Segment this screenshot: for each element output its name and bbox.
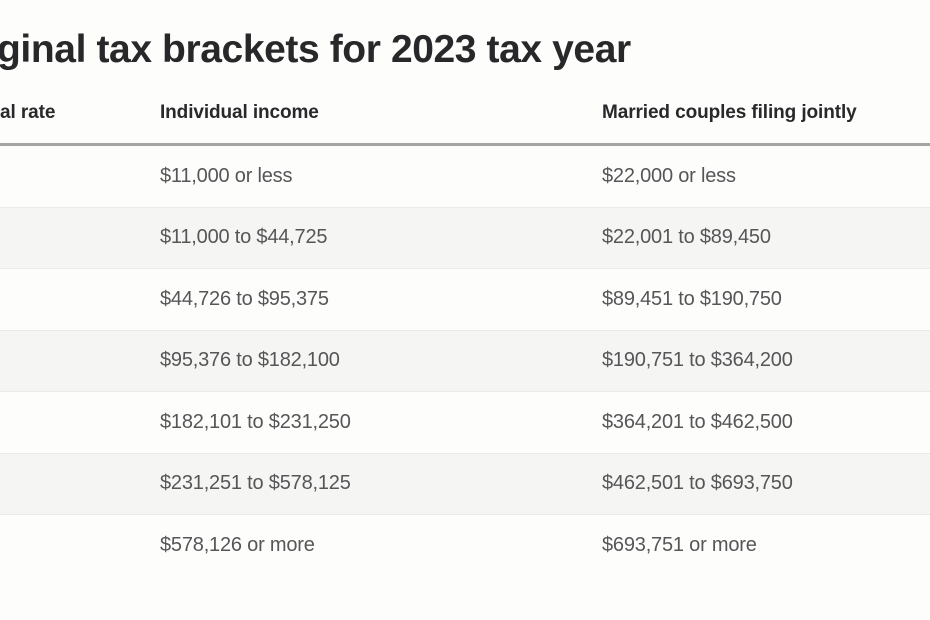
column-header-marginal-rate: al rate [0,102,56,123]
column-header-individual-income: Individual income [160,102,319,123]
cell-married-jointly: $190,751 to $364,200 [602,349,793,372]
cell-married-jointly: $89,451 to $190,750 [602,287,782,310]
cell-individual-income: $11,000 or less [160,164,293,187]
table-row: $182,101 to $231,250 $364,201 to $462,50… [0,392,930,454]
table-row: $44,726 to $95,375 $89,451 to $190,750 [0,269,930,331]
cell-individual-income: $11,000 to $44,725 [160,226,328,249]
table-row: $578,126 or more $693,751 or more [0,515,930,577]
cell-married-jointly: $22,001 to $89,450 [602,226,771,249]
table-row: $11,000 or less $22,000 or less [0,146,930,208]
tax-brackets-table: al rate Individual income Married couple… [0,90,930,577]
table-row: $11,000 to $44,725 $22,001 to $89,450 [0,207,930,269]
page-title: ginal tax brackets for 2023 tax year [0,28,631,72]
cell-married-jointly: $364,201 to $462,500 [602,410,793,433]
cell-individual-income: $44,726 to $95,375 [160,287,329,310]
column-header-married-jointly: Married couples filing jointly [602,102,857,123]
cell-married-jointly: $462,501 to $693,750 [602,472,793,495]
table-row: $95,376 to $182,100 $190,751 to $364,200 [0,330,930,392]
cell-individual-income: $231,251 to $578,125 [160,472,351,495]
table-row: $231,251 to $578,125 $462,501 to $693,75… [0,453,930,515]
cell-married-jointly: $22,000 or less [602,164,736,187]
cell-individual-income: $95,376 to $182,100 [160,349,340,372]
cell-individual-income: $182,101 to $231,250 [160,410,351,433]
table-header-row: al rate Individual income Married couple… [0,90,930,146]
cell-individual-income: $578,126 or more [160,534,315,557]
cell-married-jointly: $693,751 or more [602,534,757,557]
